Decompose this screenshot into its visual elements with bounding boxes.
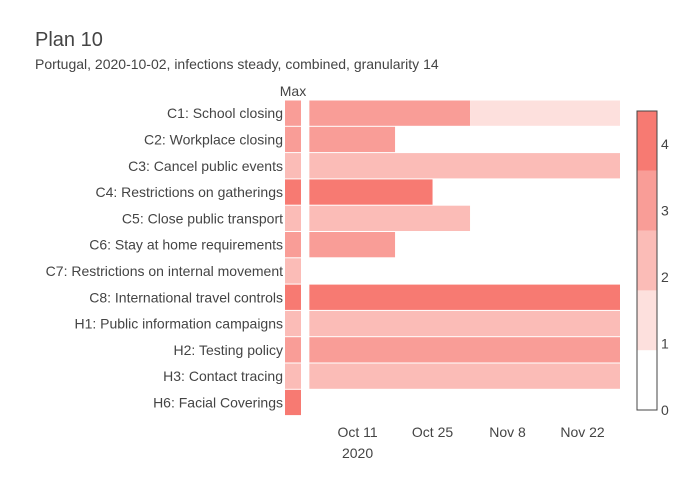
max-cell <box>285 179 301 205</box>
colorbar-tick-label: 0 <box>661 402 669 418</box>
chart-subtitle: Portugal, 2020-10-02, infections steady,… <box>35 56 439 72</box>
max-cell <box>285 337 301 363</box>
row-label: C2: Workplace closing <box>144 131 283 147</box>
row-label: C4: Restrictions on gatherings <box>95 184 283 200</box>
timeline-segment <box>309 100 471 126</box>
colorbar-band <box>637 230 657 291</box>
colorbar-tick-label: 2 <box>661 269 669 285</box>
max-cell <box>285 284 301 310</box>
colorbar-band <box>637 350 657 410</box>
row-label: H3: Contact tracing <box>163 368 283 384</box>
row-labels: C1: School closing C2: Workplace closing C… <box>46 105 283 410</box>
max-cell <box>285 258 301 284</box>
row-label: C8: International travel controls <box>89 289 283 305</box>
colorbar-band <box>637 290 657 351</box>
row-label: H2: Testing policy <box>174 342 283 358</box>
colorbar-tick-label: 4 <box>661 136 669 152</box>
max-column <box>285 100 301 416</box>
x-tick-label: Nov 8 <box>489 424 526 440</box>
timeline-segment <box>309 284 620 310</box>
x-axis: Oct 11 2020 Oct 25 Nov 8 Nov 22 <box>337 424 604 461</box>
timeline-segment <box>309 205 471 231</box>
colorbar: 0 1 2 3 4 <box>636 110 669 418</box>
x-tick-label: Oct 11 <box>337 424 377 440</box>
colorbar-tick-label: 3 <box>661 203 669 219</box>
colorbar-band <box>637 170 657 231</box>
timeline-segment <box>309 126 396 153</box>
row-label: C3: Cancel public events <box>128 158 283 174</box>
timeline-segment <box>309 337 620 363</box>
row-label: H6: Facial Coverings <box>153 394 283 410</box>
timeline-segment <box>309 232 396 258</box>
colorbar-band <box>637 111 657 171</box>
x-tick-label: Oct 25 <box>412 424 453 440</box>
max-column-label: Max <box>280 83 306 99</box>
x-tick-sublabel: 2020 <box>342 445 373 461</box>
timeline-segment <box>309 310 620 337</box>
row-label: C6: Stay at home requirements <box>89 237 283 253</box>
chart-title: Plan 10 <box>35 29 103 51</box>
max-cell <box>285 363 301 389</box>
timeline-segment <box>470 100 620 126</box>
max-cell <box>285 153 301 179</box>
max-cell <box>285 205 301 231</box>
row-label: C5: Close public transport <box>122 210 283 226</box>
timeline-segment <box>309 179 433 205</box>
timeline-segment <box>309 363 620 389</box>
max-cell <box>285 310 301 337</box>
row-label: H1: Public information campaigns <box>74 316 283 332</box>
max-cell <box>285 232 301 258</box>
timeline-segment <box>309 153 620 179</box>
max-cell <box>285 100 301 126</box>
row-label: C1: School closing <box>167 105 283 121</box>
colorbar-tick-label: 1 <box>661 336 669 352</box>
x-tick-label: Nov 22 <box>560 424 605 440</box>
colorbar-outline <box>636 110 658 411</box>
max-cell <box>285 389 301 416</box>
timeline-segments <box>309 100 620 389</box>
max-cell <box>285 126 301 153</box>
row-label: C7: Restrictions on internal movement <box>46 263 283 279</box>
